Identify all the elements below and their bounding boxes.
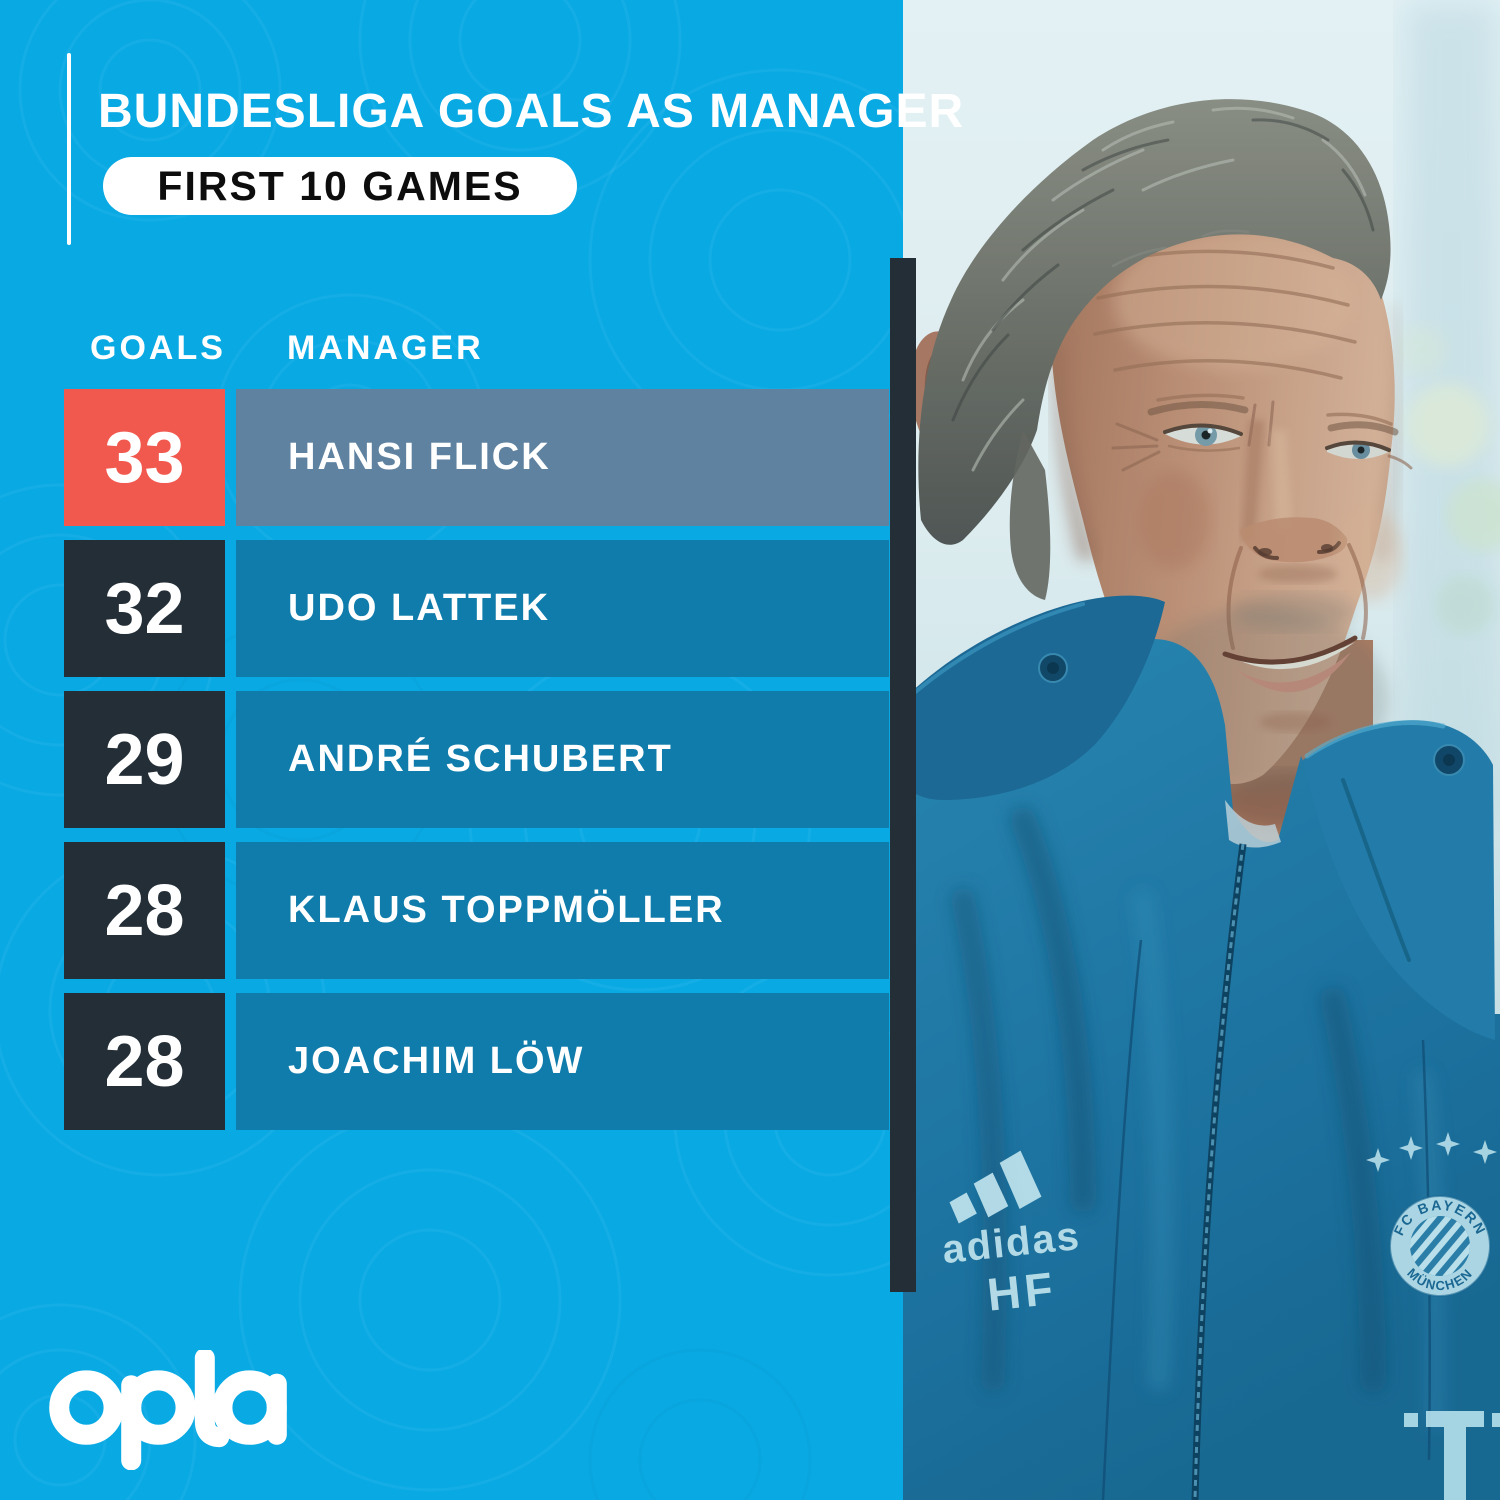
column-header-goals: GOALS [90, 329, 226, 367]
opta-logo: opta [48, 1348, 288, 1475]
manager-bar: JOACHIM LÖW [236, 993, 889, 1130]
zipper [1191, 843, 1247, 1500]
page-title: BUNDESLIGA GOALS AS MANAGER [98, 85, 965, 138]
table-row: 33 HANSI FLICK [64, 389, 889, 526]
table-row: 32 UDO LATTEK [64, 540, 889, 677]
goals-cell: 28 [64, 993, 225, 1130]
jacket: adidas HF FC BAYERN [903, 595, 1500, 1500]
subtitle-badge: FIRST 10 GAMES [103, 157, 577, 215]
goals-cell: 29 [64, 691, 225, 828]
goals-cell: 32 [64, 540, 225, 677]
manager-bar: KLAUS TOPPMÖLLER [236, 842, 889, 979]
manager-bar: ANDRÉ SCHUBERT [236, 691, 889, 828]
crest-stars [1366, 1132, 1497, 1172]
mouth [1222, 635, 1358, 732]
telekom-logo [1404, 1411, 1500, 1500]
table-row: 28 JOACHIM LÖW [64, 993, 889, 1130]
leaderboard-table: 33 HANSI FLICK 32 UDO LATTEK 29 ANDRÉ SC… [64, 389, 889, 1130]
bokeh-lights [1398, 325, 1500, 635]
goals-cell: 33 [64, 389, 225, 526]
title-accent-line [67, 53, 71, 245]
goals-cell: 28 [64, 842, 225, 979]
hair [918, 99, 1391, 600]
accent-bar [890, 258, 916, 1292]
photo-tint-overlay [903, 0, 1500, 1500]
table-row: 29 ANDRÉ SCHUBERT [64, 691, 889, 828]
nose [1239, 420, 1348, 583]
eyes [1111, 422, 1413, 472]
table-row: 28 KLAUS TOPPMÖLLER [64, 842, 889, 979]
jacket-initials: HF [985, 1262, 1059, 1321]
manager-bar: UDO LATTEK [236, 540, 889, 677]
hansi-flick-photo: adidas HF FC BAYERN [903, 0, 1500, 1500]
manager-bar: HANSI FLICK [236, 389, 889, 526]
column-header-manager: MANAGER [287, 329, 484, 367]
adidas-logo: adidas HF [940, 1150, 1083, 1321]
